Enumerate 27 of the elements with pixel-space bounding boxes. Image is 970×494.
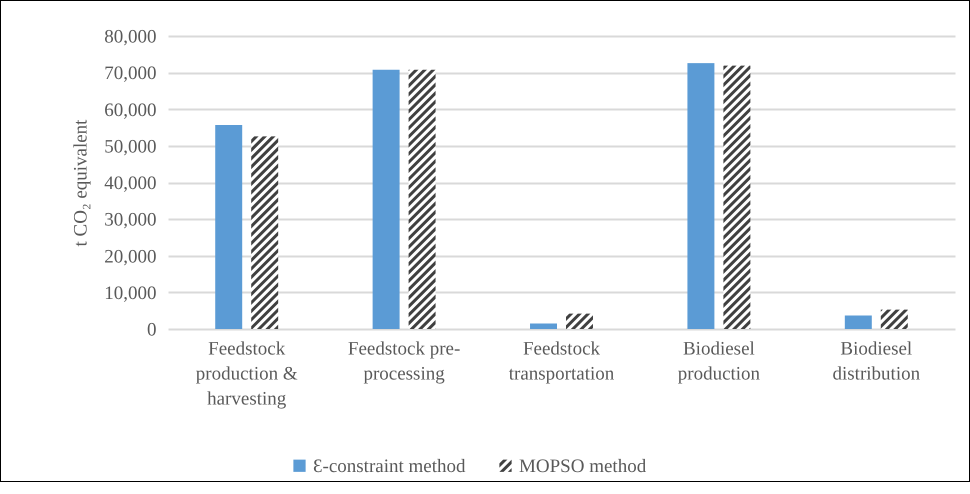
y-tick-label: 80,000 <box>104 26 156 48</box>
x-tick-label: Biodiesel distribution <box>832 338 921 384</box>
y-tick-label: 60,000 <box>104 100 156 121</box>
bar <box>530 324 558 329</box>
x-tick-label: Biodiesel production <box>678 338 761 384</box>
legend-label: MOPSO method <box>519 456 647 477</box>
bar <box>372 70 400 329</box>
x-tick-label: Feedstock transportation <box>508 338 615 384</box>
bar <box>844 315 872 329</box>
bar <box>723 66 750 329</box>
bar <box>566 314 593 329</box>
y-tick-label: 10,000 <box>104 282 156 304</box>
x-tick-label: Feedstock pre-processing <box>348 338 460 384</box>
y-tick-label: 70,000 <box>104 63 156 84</box>
bar <box>880 310 908 329</box>
y-tick-label: 40,000 <box>104 173 156 194</box>
y-tick-label: 50,000 <box>104 136 156 158</box>
y-tick-label: 0 <box>147 320 156 340</box>
y-tick-label: 20,000 <box>104 246 156 268</box>
bar <box>408 70 436 329</box>
y-tick-label: 30,000 <box>104 210 156 231</box>
legend-label: Ɛ-constraint method <box>313 456 466 477</box>
bar <box>687 63 714 329</box>
bar <box>215 125 242 329</box>
bar <box>251 136 278 329</box>
x-tick-label: Feedstock production & harvesting <box>196 338 298 410</box>
y-axis-title: t CO₂ equivalent <box>70 118 92 246</box>
